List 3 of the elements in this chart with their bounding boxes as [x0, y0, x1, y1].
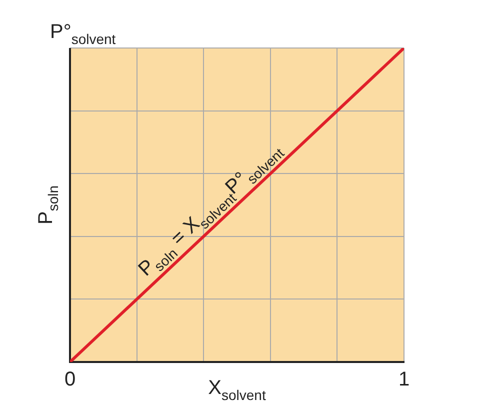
- y-axis-title: Psoln: [35, 185, 61, 225]
- x-tick-label: 0: [64, 368, 76, 391]
- x-tick-label: 1: [398, 368, 410, 391]
